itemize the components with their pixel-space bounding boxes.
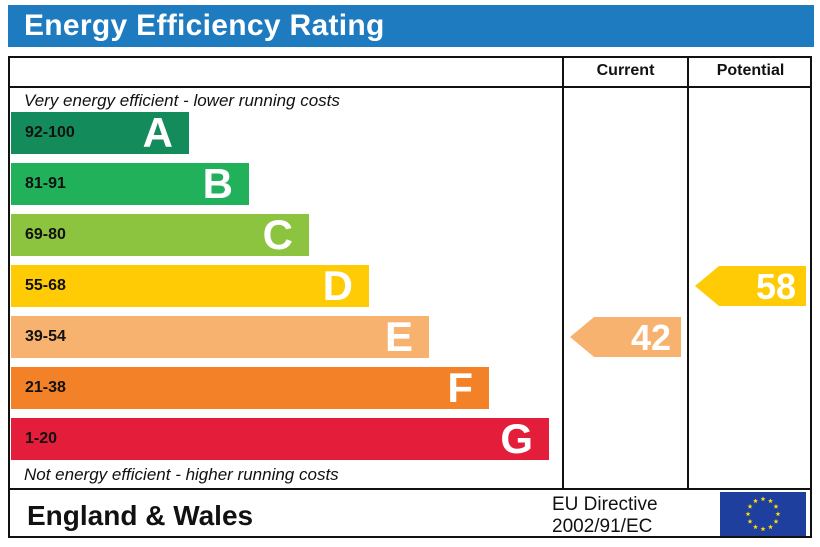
eu-directive: EU Directive 2002/91/EC (552, 494, 658, 538)
band-range-label: 21-38 (25, 379, 66, 396)
band-a: 92-100 A (11, 109, 189, 156)
potential-rating-value: 58 (755, 266, 796, 307)
potential-arrow-fill (695, 266, 806, 306)
band-range-label: 55-68 (25, 277, 66, 294)
band-c: 69-80 C (11, 211, 309, 258)
title-bar: Energy Efficiency Rating (8, 5, 814, 47)
band-range-label: 39-54 (25, 328, 66, 345)
eu-flag-icon (720, 492, 806, 536)
footer-divider (8, 488, 812, 490)
current-rating-arrow: 42 (570, 317, 681, 357)
band-range-label: 92-100 (25, 124, 75, 141)
current-column-divider (562, 56, 564, 490)
potential-rating-arrow: 58 (695, 266, 806, 306)
band-letter: D (322, 262, 353, 309)
header-divider (8, 86, 812, 88)
band-e: 39-54 E (11, 313, 429, 360)
eu-star (745, 511, 751, 517)
band-letter: A (142, 109, 173, 156)
current-arrow-fill (570, 317, 681, 357)
eu-directive-line2: 2002/91/EC (552, 516, 653, 537)
band-b: 81-91 B (11, 160, 249, 207)
eu-directive-line1: EU Directive (552, 494, 658, 515)
potential-column-header: Potential (716, 62, 785, 79)
band-f: 21-38 F (11, 364, 489, 411)
chart-title: Energy Efficiency Rating (24, 9, 385, 42)
eu-star (768, 498, 773, 504)
band-range-label: 1-20 (25, 430, 58, 447)
bottom-caption: Not energy efficient - higher running co… (24, 465, 339, 484)
eu-star (760, 496, 766, 502)
eu-star (747, 503, 753, 509)
current-arrow-shape (570, 317, 681, 357)
band-letter: B (202, 160, 233, 207)
eu-star (775, 511, 781, 517)
band-letter: E (384, 313, 413, 360)
eu-star (753, 524, 758, 530)
eu-star (753, 498, 758, 504)
band-d: 55-68 D (11, 262, 369, 309)
chart-frame (8, 56, 812, 538)
eu-star (747, 518, 753, 524)
region-label: England & Wales (27, 500, 254, 531)
band-letter: G (500, 415, 533, 462)
band-range-label: 81-91 (25, 175, 66, 192)
top-caption: Very energy efficient - lower running co… (24, 91, 340, 110)
potential-arrow-shape (695, 266, 806, 306)
current-column-header: Current (596, 62, 655, 79)
band-letter: F (447, 364, 473, 411)
band-g: 1-20 G (11, 415, 549, 462)
eu-star (768, 524, 773, 530)
eu-star (760, 526, 766, 532)
band-range-label: 69-80 (25, 226, 66, 243)
eu-star (773, 503, 779, 509)
potential-column-divider (687, 56, 689, 490)
eu-star (773, 518, 779, 524)
current-rating-value: 42 (630, 317, 671, 358)
band-letter: C (262, 211, 293, 258)
